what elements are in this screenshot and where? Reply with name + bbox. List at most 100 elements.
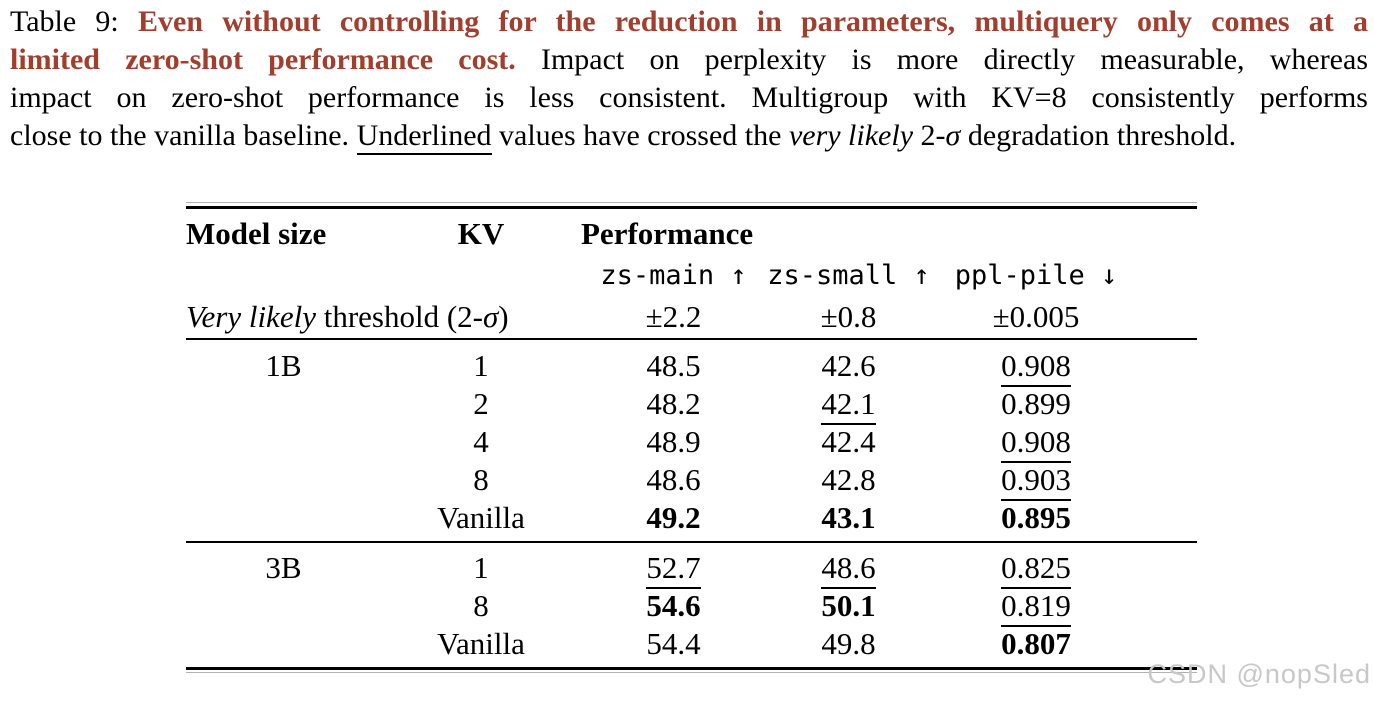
kv-cell: 2 bbox=[473, 385, 489, 421]
model-size-cell bbox=[186, 460, 381, 498]
metric-value: 50.1 bbox=[821, 587, 876, 623]
table-row: Vanilla 54.4 49.8 0.807 bbox=[186, 624, 1197, 667]
kv-cell: 1 bbox=[473, 347, 489, 383]
table-row: 1B 1 48.5 42.6 0.908 bbox=[186, 339, 1197, 387]
threshold-label: Very likely threshold (2-σ) bbox=[186, 294, 581, 340]
zs-main-cell: 52.7 bbox=[581, 541, 766, 589]
col-header-ppl-pile: ppl-pile ↓ bbox=[954, 260, 1118, 291]
caption-segment: impact on zero-shot performance is less … bbox=[10, 81, 1368, 114]
table-row: 8 48.6 42.8 0.903 bbox=[186, 460, 1197, 501]
metric-value: 48.9 bbox=[646, 423, 701, 459]
zs-main-cell: 48.6 bbox=[581, 460, 766, 498]
model-size-cell: 1B bbox=[265, 347, 302, 383]
metric-value: 0.903 bbox=[1001, 461, 1071, 501]
zs-main-cell: 48.2 bbox=[581, 384, 766, 422]
model-size-cell bbox=[186, 384, 381, 422]
caption-segment: degradation threshold. bbox=[960, 119, 1237, 152]
results-table: Model size KV Performance zs-main ↑ zs-s… bbox=[186, 209, 1197, 667]
zs-small-cell: 49.8 bbox=[766, 624, 931, 667]
table-top-rule-thin bbox=[186, 202, 1197, 203]
kv-cell: Vanilla bbox=[437, 625, 525, 661]
caption-segment: values have crossed the bbox=[491, 119, 789, 152]
ppl-pile-cell: 0.908 bbox=[931, 422, 1141, 463]
threshold-zs-main: ±2.2 bbox=[581, 294, 766, 340]
zs-main-cell: 54.6 bbox=[581, 586, 766, 624]
zs-small-cell: 48.6 bbox=[766, 541, 931, 589]
metric-value: 0.819 bbox=[1001, 587, 1071, 627]
table-top-rule bbox=[186, 206, 1197, 209]
metric-value: 0.908 bbox=[1001, 423, 1071, 463]
table-body: 1B 1 48.5 42.6 0.908 2 48.2 42.1 0.899 4 48.9 42.4 0… bbox=[186, 339, 1197, 667]
ppl-pile-cell: 0.895 bbox=[931, 498, 1141, 542]
threshold-label-mid: threshold (2- bbox=[315, 298, 483, 334]
model-size-cell bbox=[186, 422, 381, 460]
zs-small-cell: 42.6 bbox=[766, 339, 931, 384]
model-size-cell bbox=[186, 498, 381, 542]
results-table-region: Model size KV Performance zs-main ↑ zs-s… bbox=[186, 202, 1197, 673]
caption-segment: limited zero-shot performance cost. bbox=[10, 43, 516, 76]
zs-small-cell: 42.4 bbox=[766, 422, 931, 460]
col-header-zs-small: zs-small ↑ bbox=[767, 260, 930, 291]
table-caption: Table 9: Even without controlling for th… bbox=[10, 3, 1368, 155]
metric-value: 0.825 bbox=[1001, 549, 1071, 589]
kv-cell: Vanilla bbox=[437, 499, 525, 535]
metric-value: 0.899 bbox=[1001, 385, 1071, 421]
watermark: CSDN @nopSled bbox=[1147, 659, 1371, 689]
metric-value: 49.8 bbox=[821, 625, 876, 661]
metric-value: 48.6 bbox=[821, 549, 876, 589]
caption-segment: Table 9: bbox=[10, 5, 139, 38]
table-row: Vanilla 49.2 43.1 0.895 bbox=[186, 498, 1197, 542]
caption-segment: Impact on perplexity is more directly me… bbox=[515, 43, 1368, 76]
kv-cell: 8 bbox=[473, 587, 489, 623]
ppl-pile-cell: 0.819 bbox=[931, 586, 1141, 627]
table-row: 4 48.9 42.4 0.908 bbox=[186, 422, 1197, 463]
caption-line: Table 9: Even without controlling for th… bbox=[10, 3, 1368, 41]
caption-segment: σ bbox=[945, 119, 961, 152]
ppl-pile-cell: 0.908 bbox=[931, 339, 1141, 387]
header-row-metrics: zs-main ↑ zs-small ↑ ppl-pile ↓ bbox=[186, 257, 1197, 294]
caption-segment: very likely bbox=[788, 119, 914, 152]
threshold-zs-small: ±0.8 bbox=[766, 294, 931, 340]
zs-small-cell: 43.1 bbox=[766, 498, 931, 542]
kv-cell: 1 bbox=[381, 541, 581, 586]
kv-cell: 8 bbox=[473, 461, 489, 497]
caption-line: close to the vanilla baseline. Underline… bbox=[10, 117, 1368, 155]
ppl-pile-cell: 0.825 bbox=[931, 541, 1141, 589]
zs-main-cell: 48.9 bbox=[581, 422, 766, 460]
ppl-pile-cell: 0.903 bbox=[931, 460, 1141, 501]
ppl-pile-cell: 0.807 bbox=[931, 624, 1141, 667]
zs-small-cell: 50.1 bbox=[766, 586, 931, 624]
model-size-cell bbox=[186, 586, 381, 624]
table-bottom-rule bbox=[186, 667, 1197, 670]
col-header-model-size: Model size bbox=[186, 215, 327, 251]
header-row-titles: Model size KV Performance bbox=[186, 209, 1197, 257]
metric-value: 54.4 bbox=[646, 625, 701, 661]
metric-value: 52.7 bbox=[646, 549, 701, 589]
metric-value: 54.6 bbox=[646, 587, 701, 623]
metric-value: 42.8 bbox=[821, 461, 876, 497]
metric-value: 42.4 bbox=[821, 423, 876, 459]
table-row: 8 54.6 50.1 0.819 bbox=[186, 586, 1197, 627]
metric-value: 48.6 bbox=[646, 461, 701, 497]
table-bottom-rule-thin bbox=[186, 672, 1197, 673]
metric-value: 0.807 bbox=[1001, 625, 1071, 661]
metric-value: 48.2 bbox=[646, 385, 701, 421]
threshold-label-sigma: σ bbox=[482, 298, 499, 334]
col-header-kv: KV bbox=[457, 215, 505, 251]
zs-main-cell: 48.5 bbox=[581, 339, 766, 384]
model-size-cell: 3B bbox=[186, 541, 381, 586]
metric-value: 48.5 bbox=[646, 347, 701, 383]
metric-value: 0.908 bbox=[1001, 347, 1071, 387]
zs-small-cell: 42.8 bbox=[766, 460, 931, 498]
caption-segment: Even without controlling for the reducti… bbox=[138, 5, 1368, 38]
model-size-cell bbox=[186, 624, 381, 667]
threshold-label-italic: Very likely bbox=[186, 298, 316, 334]
table-header: Model size KV Performance zs-main ↑ zs-s… bbox=[186, 209, 1197, 340]
metric-value: 42.1 bbox=[821, 385, 876, 425]
table-row: 2 48.2 42.1 0.899 bbox=[186, 384, 1197, 425]
caption-segment: close to the vanilla baseline. bbox=[10, 119, 357, 152]
caption-segment: Underlined bbox=[356, 119, 492, 155]
threshold-ppl-pile: ±0.005 bbox=[931, 294, 1141, 340]
ppl-pile-cell: 0.899 bbox=[931, 384, 1141, 422]
